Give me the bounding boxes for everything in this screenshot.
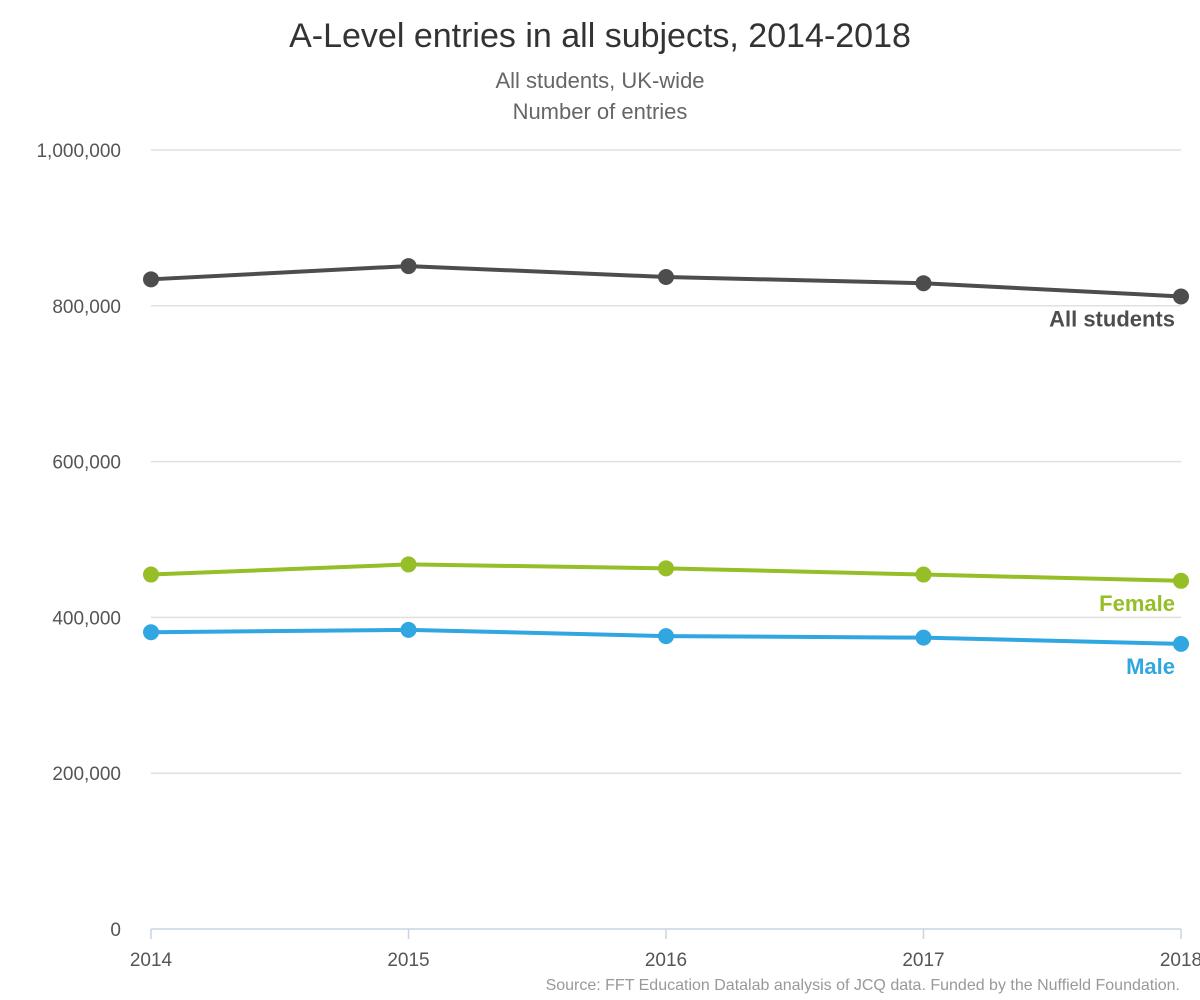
data-point-male [400,621,417,638]
data-point-all-students [658,268,674,285]
x-tick-label: 2018 [1160,950,1200,971]
gridlines [151,149,1181,774]
series-group: All students Female Male [143,258,1189,679]
series-label-female: Female [1099,591,1175,616]
y-tick-label: 400,000 [52,608,121,629]
x-tick-label: 2017 [902,950,944,971]
data-point-female [658,560,674,577]
data-point-all-students [915,275,932,292]
x-axis: 2014 2015 2016 2017 2018 [130,928,1200,971]
x-tick-label: 2016 [645,950,687,971]
data-point-female [400,556,417,573]
y-axis-ticks: 0 200,000 400,000 600,000 800,000 1,000,000 [36,141,121,941]
series-label-male: Male [1126,654,1175,679]
y-tick-label: 0 [110,920,121,941]
x-tick-label: 2015 [387,950,429,971]
chart-subtitle-line-1: All students, UK-wide [495,68,704,93]
y-tick-label: 1,000,000 [36,141,121,162]
y-tick-label: 200,000 [52,764,121,785]
source-note: Source: FFT Education Datalab analysis o… [546,977,1180,994]
series-label-all-students: All students [1049,306,1175,331]
chart-title: A-Level entries in all subjects, 2014-20… [289,17,911,55]
y-tick-label: 800,000 [52,297,121,318]
data-point-all-students [143,271,159,288]
data-point-female [143,566,159,583]
data-point-male [658,628,674,645]
data-point-female [1173,572,1189,589]
y-tick-label: 600,000 [52,453,121,474]
data-point-male [1173,635,1189,652]
data-point-male [143,624,159,641]
x-tick-label: 2014 [130,950,173,971]
data-point-all-students [1173,288,1189,305]
chart-subtitle-line-2: Number of entries [513,99,688,124]
data-point-all-students [400,258,417,275]
data-point-male [915,629,932,646]
data-point-female [915,566,932,583]
